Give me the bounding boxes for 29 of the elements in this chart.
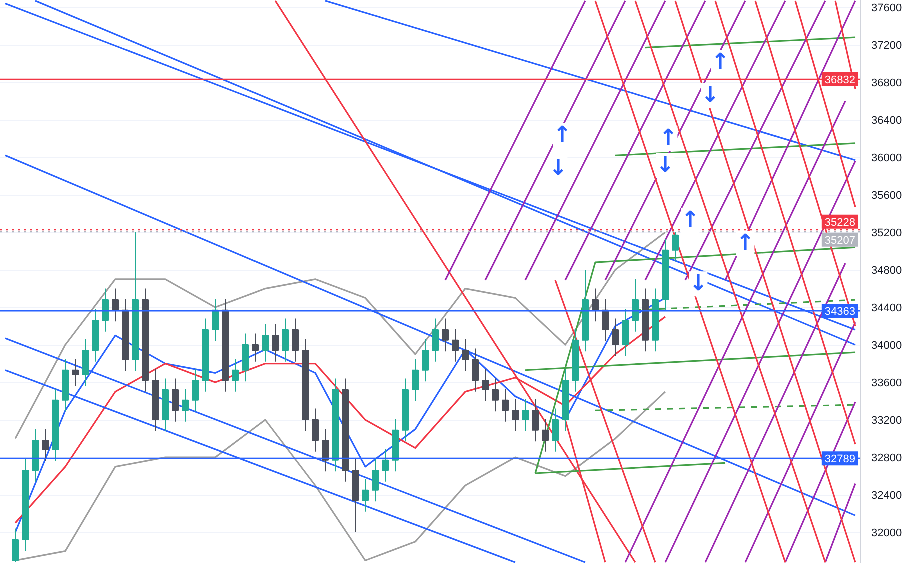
ref-line-label: 35228	[824, 216, 856, 229]
y-tick-label: 34400	[872, 302, 902, 315]
ref-line-label: 35207	[824, 234, 856, 247]
annotation: ↑	[736, 231, 755, 256]
y-tick-label: 34000	[872, 340, 902, 352]
annotation: ↓	[549, 156, 568, 182]
y-tick-label: 37200	[872, 40, 902, 52]
y-tick-label: 35200	[872, 228, 902, 240]
y-tick-label: 36000	[872, 152, 902, 165]
annotation: ↓	[656, 153, 675, 178]
y-tick-label: 37600	[872, 2, 902, 15]
annotation: ↑	[681, 208, 700, 234]
ref-line-label: 34363	[824, 306, 856, 318]
annotation: ↑	[659, 126, 678, 152]
annotation: ↑	[553, 123, 572, 148]
y-tick-label: 32400	[872, 490, 902, 502]
y-tick-label: 36800	[872, 78, 902, 90]
y-tick-label: 32000	[872, 528, 902, 540]
y-tick-label: 33600	[872, 378, 902, 390]
ref-line-label: 36832	[824, 74, 856, 87]
y-tick-label: 33200	[872, 415, 902, 428]
annotation: ↓	[689, 272, 708, 297]
y-tick-label: 36400	[872, 115, 902, 128]
y-tick-label: 35600	[872, 190, 902, 202]
y-tick-label: 34800	[872, 265, 902, 278]
ref-line-label: 32789	[824, 454, 856, 466]
annotation: ↓	[701, 82, 720, 108]
y-tick-label: 32800	[872, 452, 902, 465]
annotation: ↑	[711, 50, 730, 75]
